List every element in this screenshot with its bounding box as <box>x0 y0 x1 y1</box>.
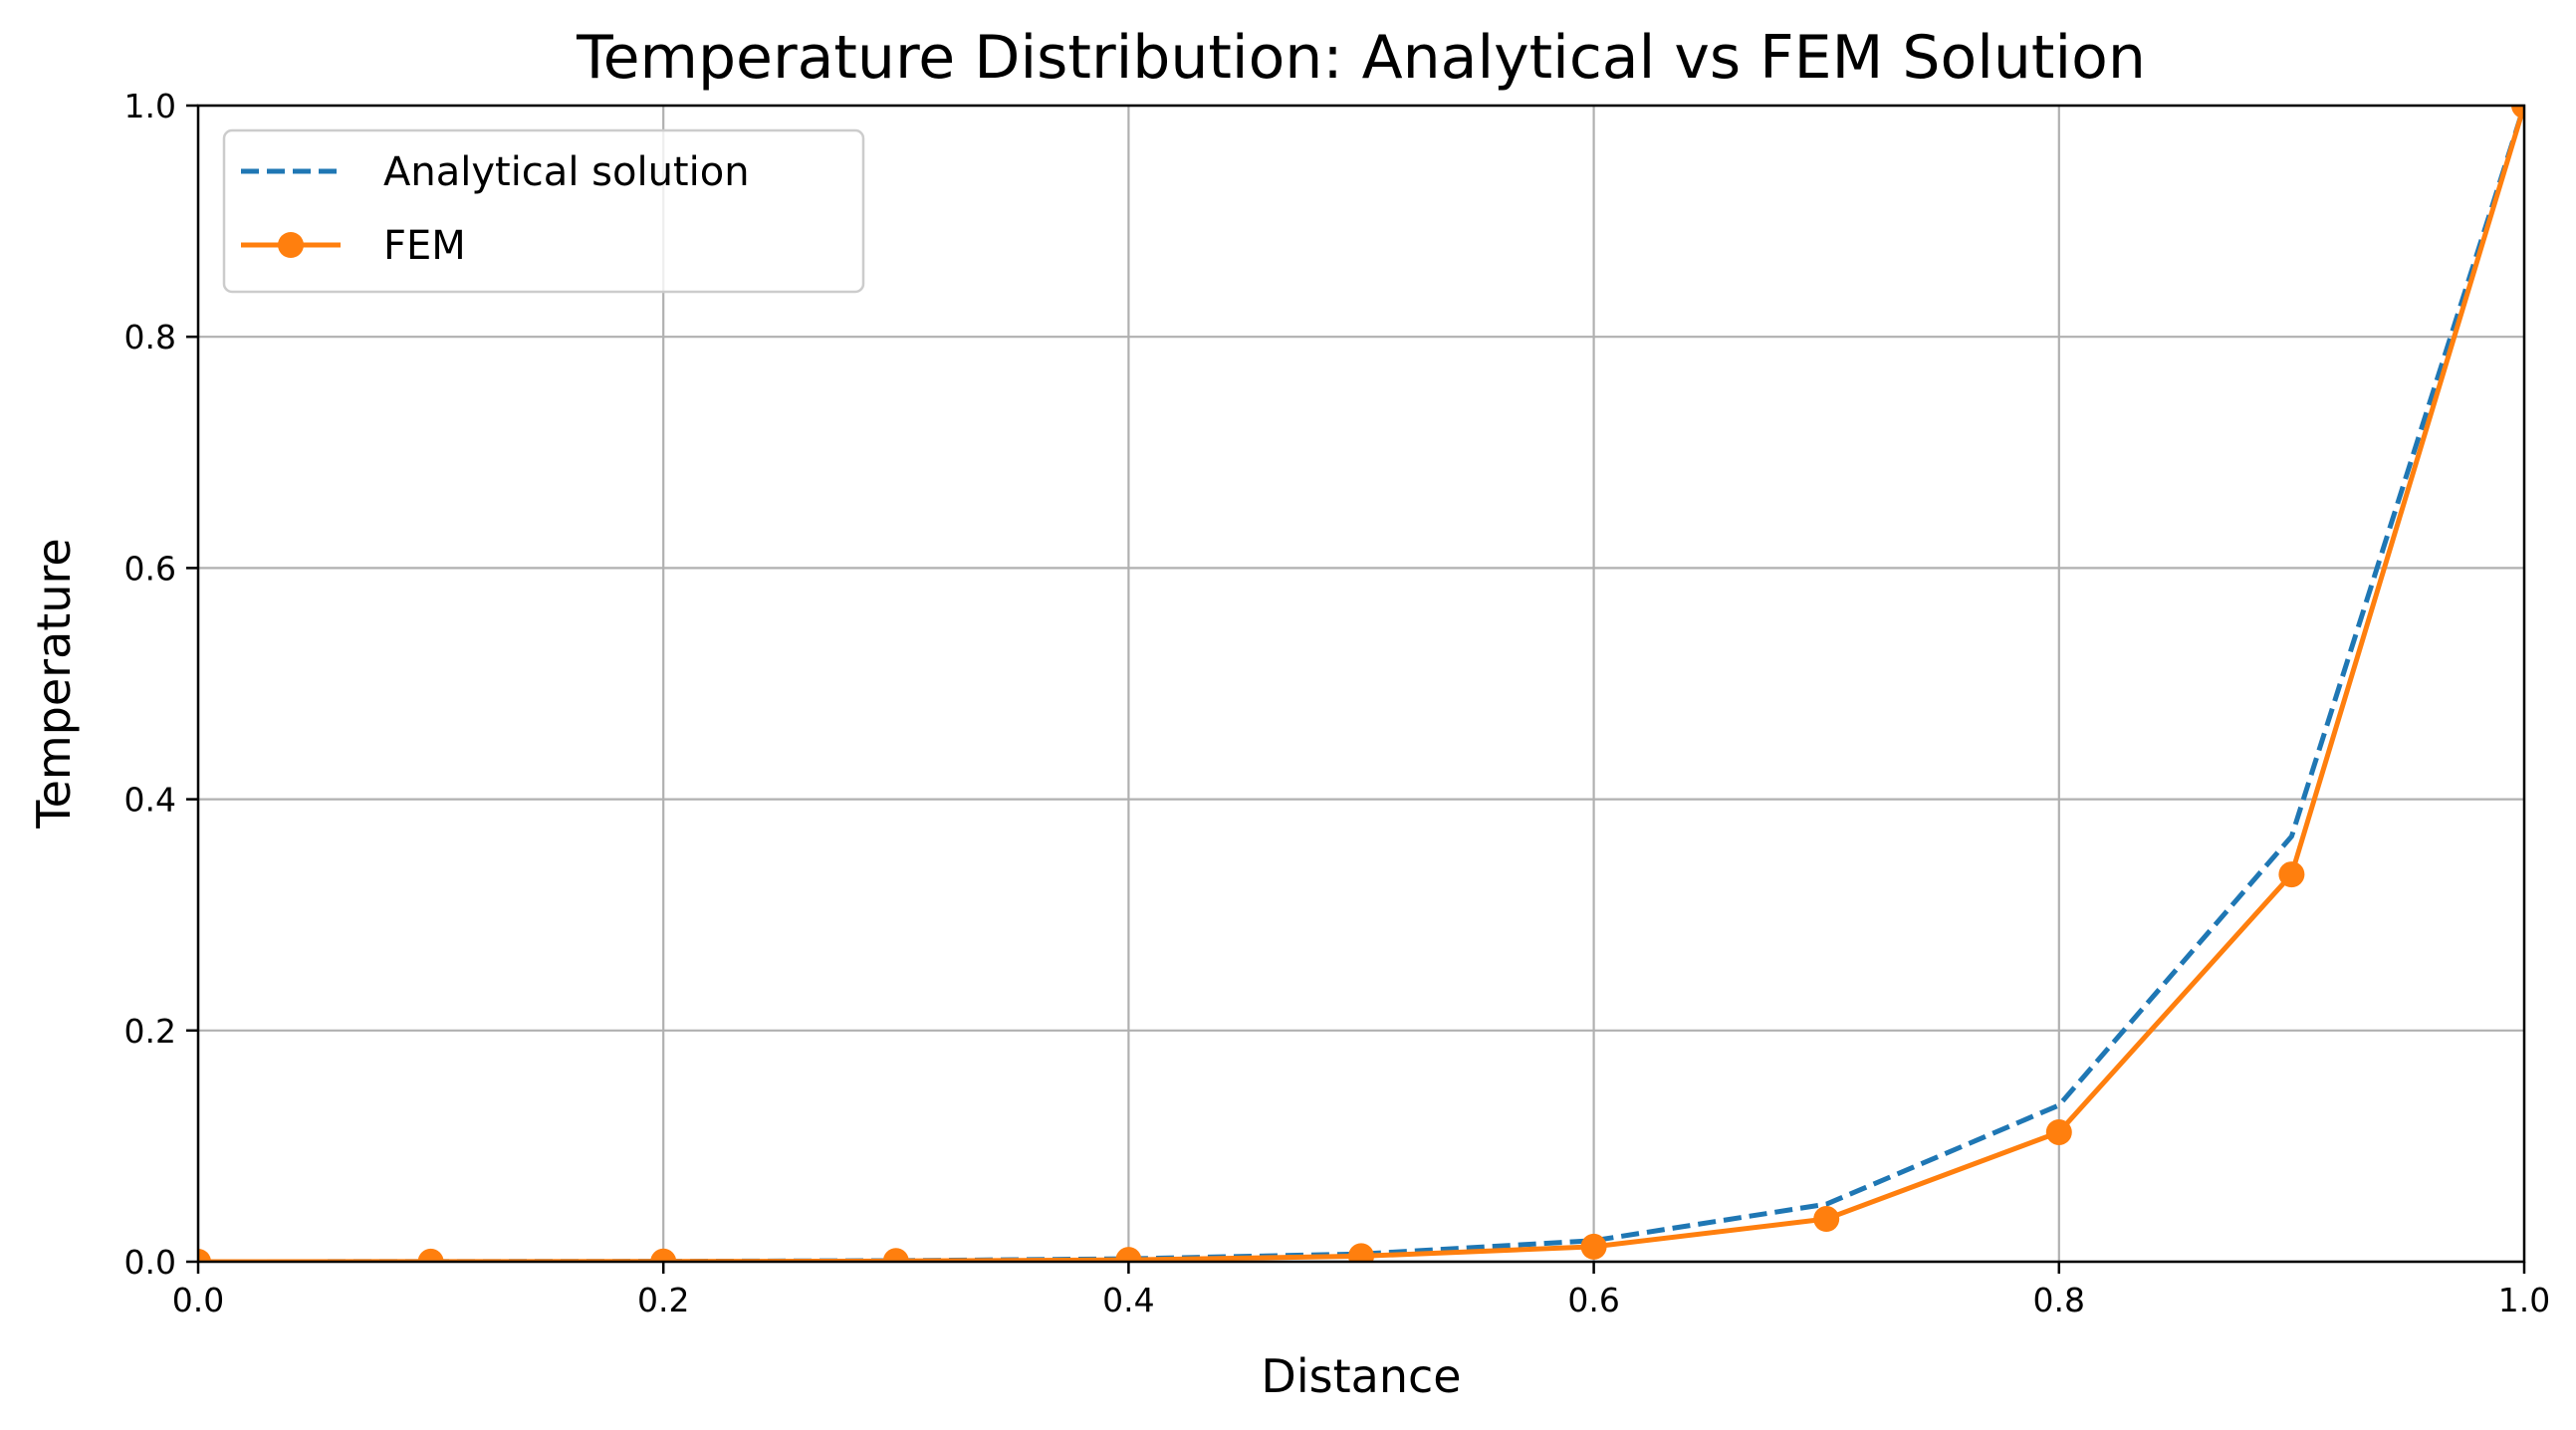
fem-data-point <box>1813 1206 1840 1233</box>
fem-data-point <box>1580 1233 1607 1260</box>
fem-data-point <box>2045 1118 2072 1145</box>
x-tick-label: 0.2 <box>637 1281 689 1319</box>
fem-data-point <box>2511 106 2524 119</box>
y-tick-label: 0.0 <box>124 1243 176 1282</box>
y-axis-ticks: 0.0 0.2 0.4 0.6 0.8 1.0 <box>124 87 198 1282</box>
fem-data-point <box>198 1249 211 1262</box>
y-tick-label: 0.4 <box>124 781 176 820</box>
fem-data-point <box>882 1248 909 1262</box>
legend-label-fem: FEM <box>383 223 466 269</box>
x-tick-label: 0.4 <box>1102 1281 1154 1319</box>
x-tick-label: 0.0 <box>172 1281 224 1319</box>
x-axis-label: Distance <box>1261 1349 1461 1403</box>
y-tick-label: 1.0 <box>124 87 176 125</box>
x-axis-ticks: 0.0 0.2 0.4 0.6 0.8 1.0 <box>172 1262 2550 1319</box>
x-tick-label: 0.8 <box>2033 1281 2085 1319</box>
x-tick-label: 1.0 <box>2498 1281 2550 1319</box>
y-tick-label: 0.8 <box>124 318 176 357</box>
fem-data-point <box>650 1248 677 1262</box>
plot-area-frame <box>196 104 2526 1264</box>
legend-label-analytical: Analytical solution <box>383 149 750 195</box>
fem-data-point <box>417 1248 444 1262</box>
y-axis-label: Temperature <box>27 538 81 829</box>
legend: Analytical solution FEM <box>222 128 865 294</box>
fem-data-point <box>1115 1247 1142 1262</box>
legend-circle-marker-icon <box>278 232 304 258</box>
analytical-solution-line <box>198 106 2524 1262</box>
x-tick-label: 0.6 <box>1567 1281 1619 1319</box>
fem-data-point <box>1348 1243 1374 1262</box>
fem-data-point <box>2278 861 2305 888</box>
legend-box <box>222 128 865 294</box>
y-tick-label: 0.2 <box>124 1012 176 1051</box>
chart-title: Temperature Distribution: Analytical vs … <box>576 23 2146 93</box>
y-tick-label: 0.6 <box>124 549 176 588</box>
